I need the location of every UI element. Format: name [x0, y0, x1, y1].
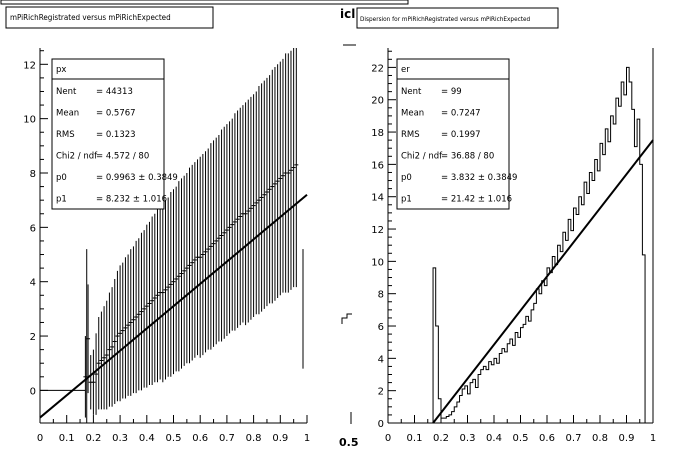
left-x-tick-label: 0.9 [272, 433, 288, 444]
left-x-tick-label: 0.4 [139, 433, 155, 444]
right-stats-label: Mean [401, 109, 424, 119]
right-stats-label: Nent [401, 87, 422, 97]
right-y-tick-label: 4 [378, 354, 384, 365]
right-y-tick-label: 16 [371, 160, 384, 171]
right-chart-title: Dispersion for mPiRichRegistrated versus… [360, 15, 531, 23]
histogram-line [432, 66, 653, 424]
right-fit-line [432, 139, 654, 424]
right-stats-box: er Nent = 99 Mean = 0.7247 RMS = 0.1997 Chi… [396, 58, 517, 210]
right-x-tick-label: 1 [650, 433, 656, 444]
left-stats-label: Nent [56, 87, 77, 97]
left-x-tick-label: 0.6 [192, 433, 208, 444]
panel-fragment-bottom: 0.5 [339, 436, 359, 449]
right-stats-value: = 0.7247 [441, 109, 481, 119]
right-x-tick-label: 0.7 [566, 433, 582, 444]
left-stats-value: = 0.9963 ± 0.3849 [96, 173, 178, 183]
right-plot: 0 0.1 0.2 0.3 0.4 0.5 0.6 0.7 0.8 0.9 102468101214… [371, 48, 656, 444]
left-x-tick-label: 0.1 [59, 433, 75, 444]
left-title-top-strip [0, 0, 409, 5]
left-y-tick-label: 10 [23, 115, 36, 126]
left-x-tick-label: 0 [37, 433, 43, 444]
right-x-tick-label: 0.6 [539, 433, 555, 444]
right-stats-value: = 3.832 ± 0.3849 [441, 173, 517, 183]
left-stats-value: = 4.572 / 80 [96, 152, 149, 162]
left-y-tick-label: 2 [30, 332, 36, 343]
left-stats-name: px [56, 65, 66, 75]
right-stats-value: = 36.88 / 80 [441, 152, 494, 162]
left-y-tick-label: 6 [30, 223, 36, 234]
left-x-tick-label: 0.5 [166, 433, 182, 444]
right-x-tick-label: 0.1 [407, 433, 423, 444]
left-stats-value: = 44313 [96, 87, 133, 97]
right-x-tick-label: 0.4 [486, 433, 502, 444]
right-y-tick-label: 14 [371, 193, 384, 204]
left-stats-value: = 0.1323 [96, 130, 136, 140]
right-y-tick-label: 8 [378, 290, 384, 301]
left-x-tick-label: 0.3 [112, 433, 128, 444]
right-y-tick-label: 0 [378, 419, 384, 430]
right-y-tick-label: 18 [371, 128, 384, 139]
panel-fragment-step [341, 313, 352, 324]
right-title-frame [356, 7, 559, 29]
left-title-frame [5, 6, 214, 29]
left-stats-label: p1 [56, 195, 67, 205]
right-stats-label: Chi2 / ndf [401, 152, 443, 162]
right-stats-name: er [401, 65, 410, 75]
left-stats-label: Mean [56, 109, 79, 119]
panel-fragment-top: icl [340, 7, 355, 21]
right-x-tick-label: 0.9 [619, 433, 635, 444]
right-stats-value: = 99 [441, 87, 462, 97]
right-stats-label: RMS [401, 130, 420, 140]
right-y-tick-label: 2 [378, 387, 384, 398]
left-x-tick-label: 1 [304, 433, 310, 444]
left-stats-frame [51, 58, 165, 210]
left-stats-label: Chi2 / ndf [56, 152, 98, 162]
left-x-tick-label: 0.2 [85, 433, 101, 444]
right-title-box: Dispersion for mPiRichRegistrated versus… [356, 7, 559, 29]
left-title-box: mPiRichRegistrated versus mPiRichExpecte… [0, 0, 409, 29]
right-stats-value: = 0.1997 [441, 130, 481, 140]
left-y-tick-label: 8 [30, 169, 36, 180]
right-stats-value: = 21.42 ± 1.016 [441, 195, 512, 205]
right-y-tick-label: 20 [371, 96, 384, 107]
left-chart-title: mPiRichRegistrated versus mPiRichExpecte… [10, 13, 171, 22]
left-stats-label: p0 [56, 173, 67, 183]
right-stats-label: p0 [401, 173, 412, 183]
right-y-tick-label: 6 [378, 322, 384, 333]
left-x-tick-label: 0.8 [246, 433, 262, 444]
left-y-tick-label: 12 [23, 60, 36, 71]
left-stats-box: px Nent = 44313 Mean = 0.5767 RMS = 0.1323… [51, 58, 178, 210]
left-y-tick-label: 0 [30, 386, 36, 397]
right-y-tick-label: 22 [371, 63, 384, 74]
right-x-tick-label: 0.8 [592, 433, 608, 444]
left-stats-value: = 8.232 ± 1.016 [96, 195, 167, 205]
right-x-tick-label: 0.2 [433, 433, 449, 444]
left-stats-value: = 0.5767 [96, 109, 136, 119]
left-x-tick-label: 0.7 [219, 433, 235, 444]
left-y-tick-label: 4 [30, 278, 36, 289]
right-y-tick-label: 12 [371, 225, 384, 236]
right-x-tick-label: 0.3 [460, 433, 476, 444]
right-stats-frame [396, 58, 510, 210]
right-y-tick-label: 10 [371, 257, 384, 268]
right-x-tick-label: 0.5 [513, 433, 529, 444]
left-fit-line [39, 193, 308, 419]
right-x-tick-label: 0 [385, 433, 391, 444]
right-stats-label: p1 [401, 195, 412, 205]
left-stats-label: RMS [56, 130, 75, 140]
